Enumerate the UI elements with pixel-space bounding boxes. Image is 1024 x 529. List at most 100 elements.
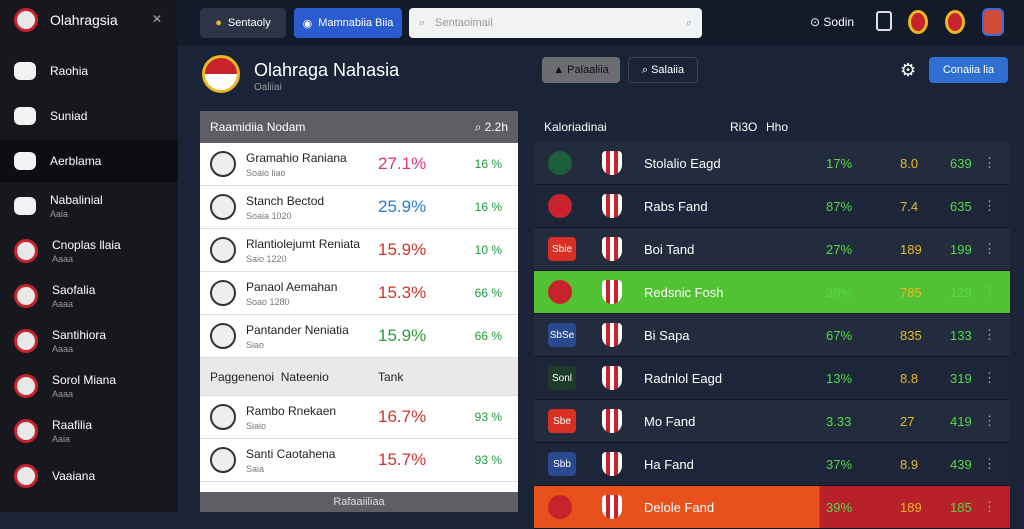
panel-header: Raamidiia Nodam ⌕ 2.2h [200,111,518,143]
table-row[interactable]: Stolalio Eagd 17% 8.0 639 ⋮ [534,142,1010,185]
row-menu[interactable]: ⋮ [983,198,996,213]
table-row[interactable]: SbSe Bi Sapa 67% 835 133 ⋮ [534,314,1010,357]
panel-title: Raamidiia Nodam [210,120,306,134]
menu-item[interactable]: Cnoplas llaia Aaaa [0,230,178,272]
table-row[interactable]: Sbb Ha Fand 37% 8.9 439 ⋮ [534,443,1010,486]
row-menu[interactable]: ⋮ [983,284,996,299]
filter-button[interactable]: ▲ Palaaliia [542,57,620,83]
team-name: Pantander Neniatia Siao [246,322,349,350]
row-menu[interactable]: ⋮ [983,499,996,514]
menu-sublabel: Aaia [52,434,71,444]
menu-item[interactable]: Sorol Miana Aaaa [0,365,178,407]
account[interactable]: ⊙ Sodin [810,15,855,29]
menu-sublabel: Aaaa [52,389,74,399]
menu-label: Saofalia [52,283,96,297]
team-crest [602,151,622,175]
menu-item[interactable]: Saofalia Aaaa [0,275,178,317]
menu-item[interactable]: Raafilia Aaia [0,410,178,452]
table-row[interactable]: Redsnic Fosh 39% 785 129 ⋮ [534,271,1010,314]
menu-label: Aerblama [50,154,102,168]
percentage: 3.33 [826,413,852,429]
value: 189 [900,499,922,515]
table-row[interactable]: Sbe Mo Fand 3.33 27 419 ⋮ [534,400,1010,443]
list-row[interactable]: Rambo Rnekaen Siaio 16.7% 93 % [200,396,518,439]
team-name: Stolalio Eagd [644,155,721,171]
menu-sublabel: Aaaa [52,254,74,264]
percentage: 27% [826,241,853,257]
left-panel: Raamidiia Nodam ⌕ 2.2h Gramahio Raniana So… [200,111,518,512]
row-menu[interactable]: ⋮ [983,456,996,471]
table-row[interactable]: Rabs Fand 87% 7.4 635 ⋮ [534,185,1010,228]
value: 8.8 [900,370,919,386]
icon[interactable] [908,10,928,34]
brand[interactable]: Olahragsia [14,8,118,32]
menu-icon [14,374,38,398]
action-button[interactable]: Conaiia lia [929,57,1008,83]
list-row[interactable]: Pantander Neniatia Siao 15.9% 66 % [200,315,518,358]
percentage: 15.3% [378,283,427,302]
odds: 66 % [474,286,502,300]
row-menu[interactable]: ⋮ [983,413,996,428]
icon[interactable] [876,11,892,31]
menu-item[interactable]: Nabalinial Aaia [0,185,178,227]
team-name: Rlantiolejumt Reniata Saio 1220 [246,236,361,264]
table-row[interactable]: Sonl Radnlol Eagd 13% 8.8 319 ⋮ [534,357,1010,400]
menu-item[interactable]: Raohia [0,50,178,92]
list-row[interactable]: Panaol Aemahan Soao 1280 15.3% 66 % [200,272,518,315]
menu-text: Nabalinial Aaia [50,193,103,219]
menu-label: Suniad [50,109,88,123]
list-row[interactable]: Santi Caotahena Saia 15.7% 93 % [200,439,518,482]
list-row[interactable]: Rlantiolejumt Reniata Saio 1220 15.9% 10 % [200,229,518,272]
value: 8.0 [900,155,919,171]
team-sub: Saia [246,463,265,474]
filter-label: Palaaliia [567,64,609,76]
value: 835 [900,327,922,343]
row-menu[interactable]: ⋮ [983,155,996,170]
team-name: Santi Caotahena Saia [246,446,336,474]
collapse-icon[interactable]: ✕ [152,12,163,26]
percentage: 39% [826,284,853,300]
value: 129 [950,284,972,300]
table-header: Kaloriadinai Ri3O Hho [534,111,1010,142]
team-badge [210,323,236,349]
menu-sublabel: Aaia [50,209,69,219]
row-menu[interactable]: ⋮ [983,370,996,385]
value: 635 [950,198,972,214]
filter-label: Salaiia [651,64,685,76]
list-row[interactable]: Stanch Bectod Soaia 1020 25.9% 16 % [200,186,518,229]
right-table: Kaloriadinai Ri3O Hho Stolalio Eagd 17% 8.0 6… [534,111,1010,529]
account-label: Sodin [823,15,855,29]
table-row[interactable]: Sbie Boi Tand 27% 189 199 ⋮ [534,228,1010,271]
search-box[interactable]: ⌕ Sentaoimail ⌕ [409,8,702,38]
settings-icon[interactable]: ⚙ [900,60,917,80]
list: Rambo Rnekaen Siaio 16.7% 93 % Santi Caotahe… [200,396,518,482]
menu-text: Saofalia Aaaa [52,283,95,309]
row-menu[interactable]: ⋮ [983,327,996,342]
team-name: Redsnic Fosh [644,284,724,300]
brand-text: Olahragsia [50,12,118,28]
team-sub: Siao [246,339,265,350]
team-crest [602,409,622,433]
team-name: Radnlol Eagd [644,370,723,386]
tab[interactable]: ◉ Mamnabiia Biia [294,8,402,38]
table-row[interactable]: Delole Fand 39% 189 185 ⋮ [534,486,1010,529]
menu-text: Cnoplas llaia Aaaa [52,238,121,264]
tab[interactable]: ● Sentaoly [200,8,286,38]
panel-footer[interactable]: Rafaaiiliaa [200,492,518,512]
menu-item[interactable]: Santihiora Aaaa [0,320,178,362]
menu-item[interactable]: Suniad [0,95,178,137]
menu-item[interactable]: Aerblama [0,140,178,182]
team-badge: Sbe [548,409,576,433]
odds: 66 % [474,329,502,343]
list: Gramahio Raniana Soaio liao 27.1% 16 % Stanc… [200,143,518,358]
percentage: 37% [826,456,853,472]
team-sub: Soaia 1020 [246,210,292,221]
list-row[interactable]: Gramahio Raniana Soaio liao 27.1% 16 % [200,143,518,186]
filter-button[interactable]: ⌕ Salaiia [628,57,698,83]
menu-item[interactable]: Vaaiana [0,455,178,497]
icon[interactable] [945,10,965,34]
row-menu[interactable]: ⋮ [983,241,996,256]
icon[interactable] [982,8,1004,36]
team-badge: Sbb [548,452,576,476]
menu-icon [14,329,38,353]
